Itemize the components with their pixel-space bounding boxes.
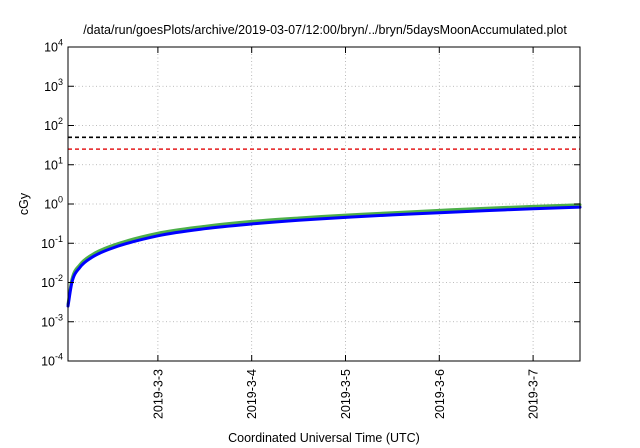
series-line bbox=[66, 203, 582, 306]
x-tick-label: 2019-3-7 bbox=[527, 369, 541, 419]
x-tick-label: 2019-3-5 bbox=[339, 369, 353, 419]
y-tick-label: 102 bbox=[44, 116, 63, 133]
y-tick-label: 104 bbox=[44, 38, 63, 55]
series-line bbox=[66, 205, 582, 308]
x-tick-label: 2019-3-3 bbox=[151, 369, 165, 419]
chart-title: /data/run/goesPlots/archive/2019-03-07/1… bbox=[83, 23, 567, 37]
x-tick-label: 2019-3-4 bbox=[245, 369, 259, 419]
x-axis-label: Coordinated Universal Time (UTC) bbox=[228, 431, 420, 445]
y-tick-label: 103 bbox=[44, 77, 63, 94]
y-tick-label: 10-3 bbox=[41, 312, 63, 329]
y-axis-label: cGy bbox=[17, 192, 31, 215]
y-tick-label: 100 bbox=[44, 195, 63, 212]
y-tick-label: 10-2 bbox=[41, 273, 63, 290]
grid bbox=[68, 47, 580, 361]
x-tick-label: 2019-3-6 bbox=[433, 369, 447, 419]
y-tick-label: 10-4 bbox=[41, 352, 63, 369]
y-tick-label: 10-1 bbox=[41, 234, 63, 251]
y-tick-label: 101 bbox=[44, 155, 63, 172]
axis-ticks: 10-4 10-3 10-2 10-1 100 101 102 103 104 2019-3-3 2… bbox=[41, 38, 580, 419]
plot-area bbox=[66, 136, 582, 308]
